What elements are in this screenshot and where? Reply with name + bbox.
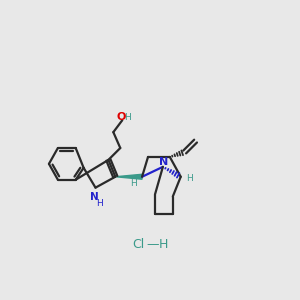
Text: —: — [147, 238, 159, 250]
Text: N: N [159, 157, 169, 167]
Text: Cl: Cl [132, 238, 144, 250]
Text: H: H [96, 199, 103, 208]
Text: H: H [159, 238, 169, 250]
Polygon shape [115, 174, 142, 179]
Text: H: H [124, 113, 130, 122]
Text: H: H [186, 174, 193, 183]
Text: H: H [130, 179, 136, 188]
Text: O: O [117, 112, 126, 122]
Text: N: N [90, 192, 99, 202]
